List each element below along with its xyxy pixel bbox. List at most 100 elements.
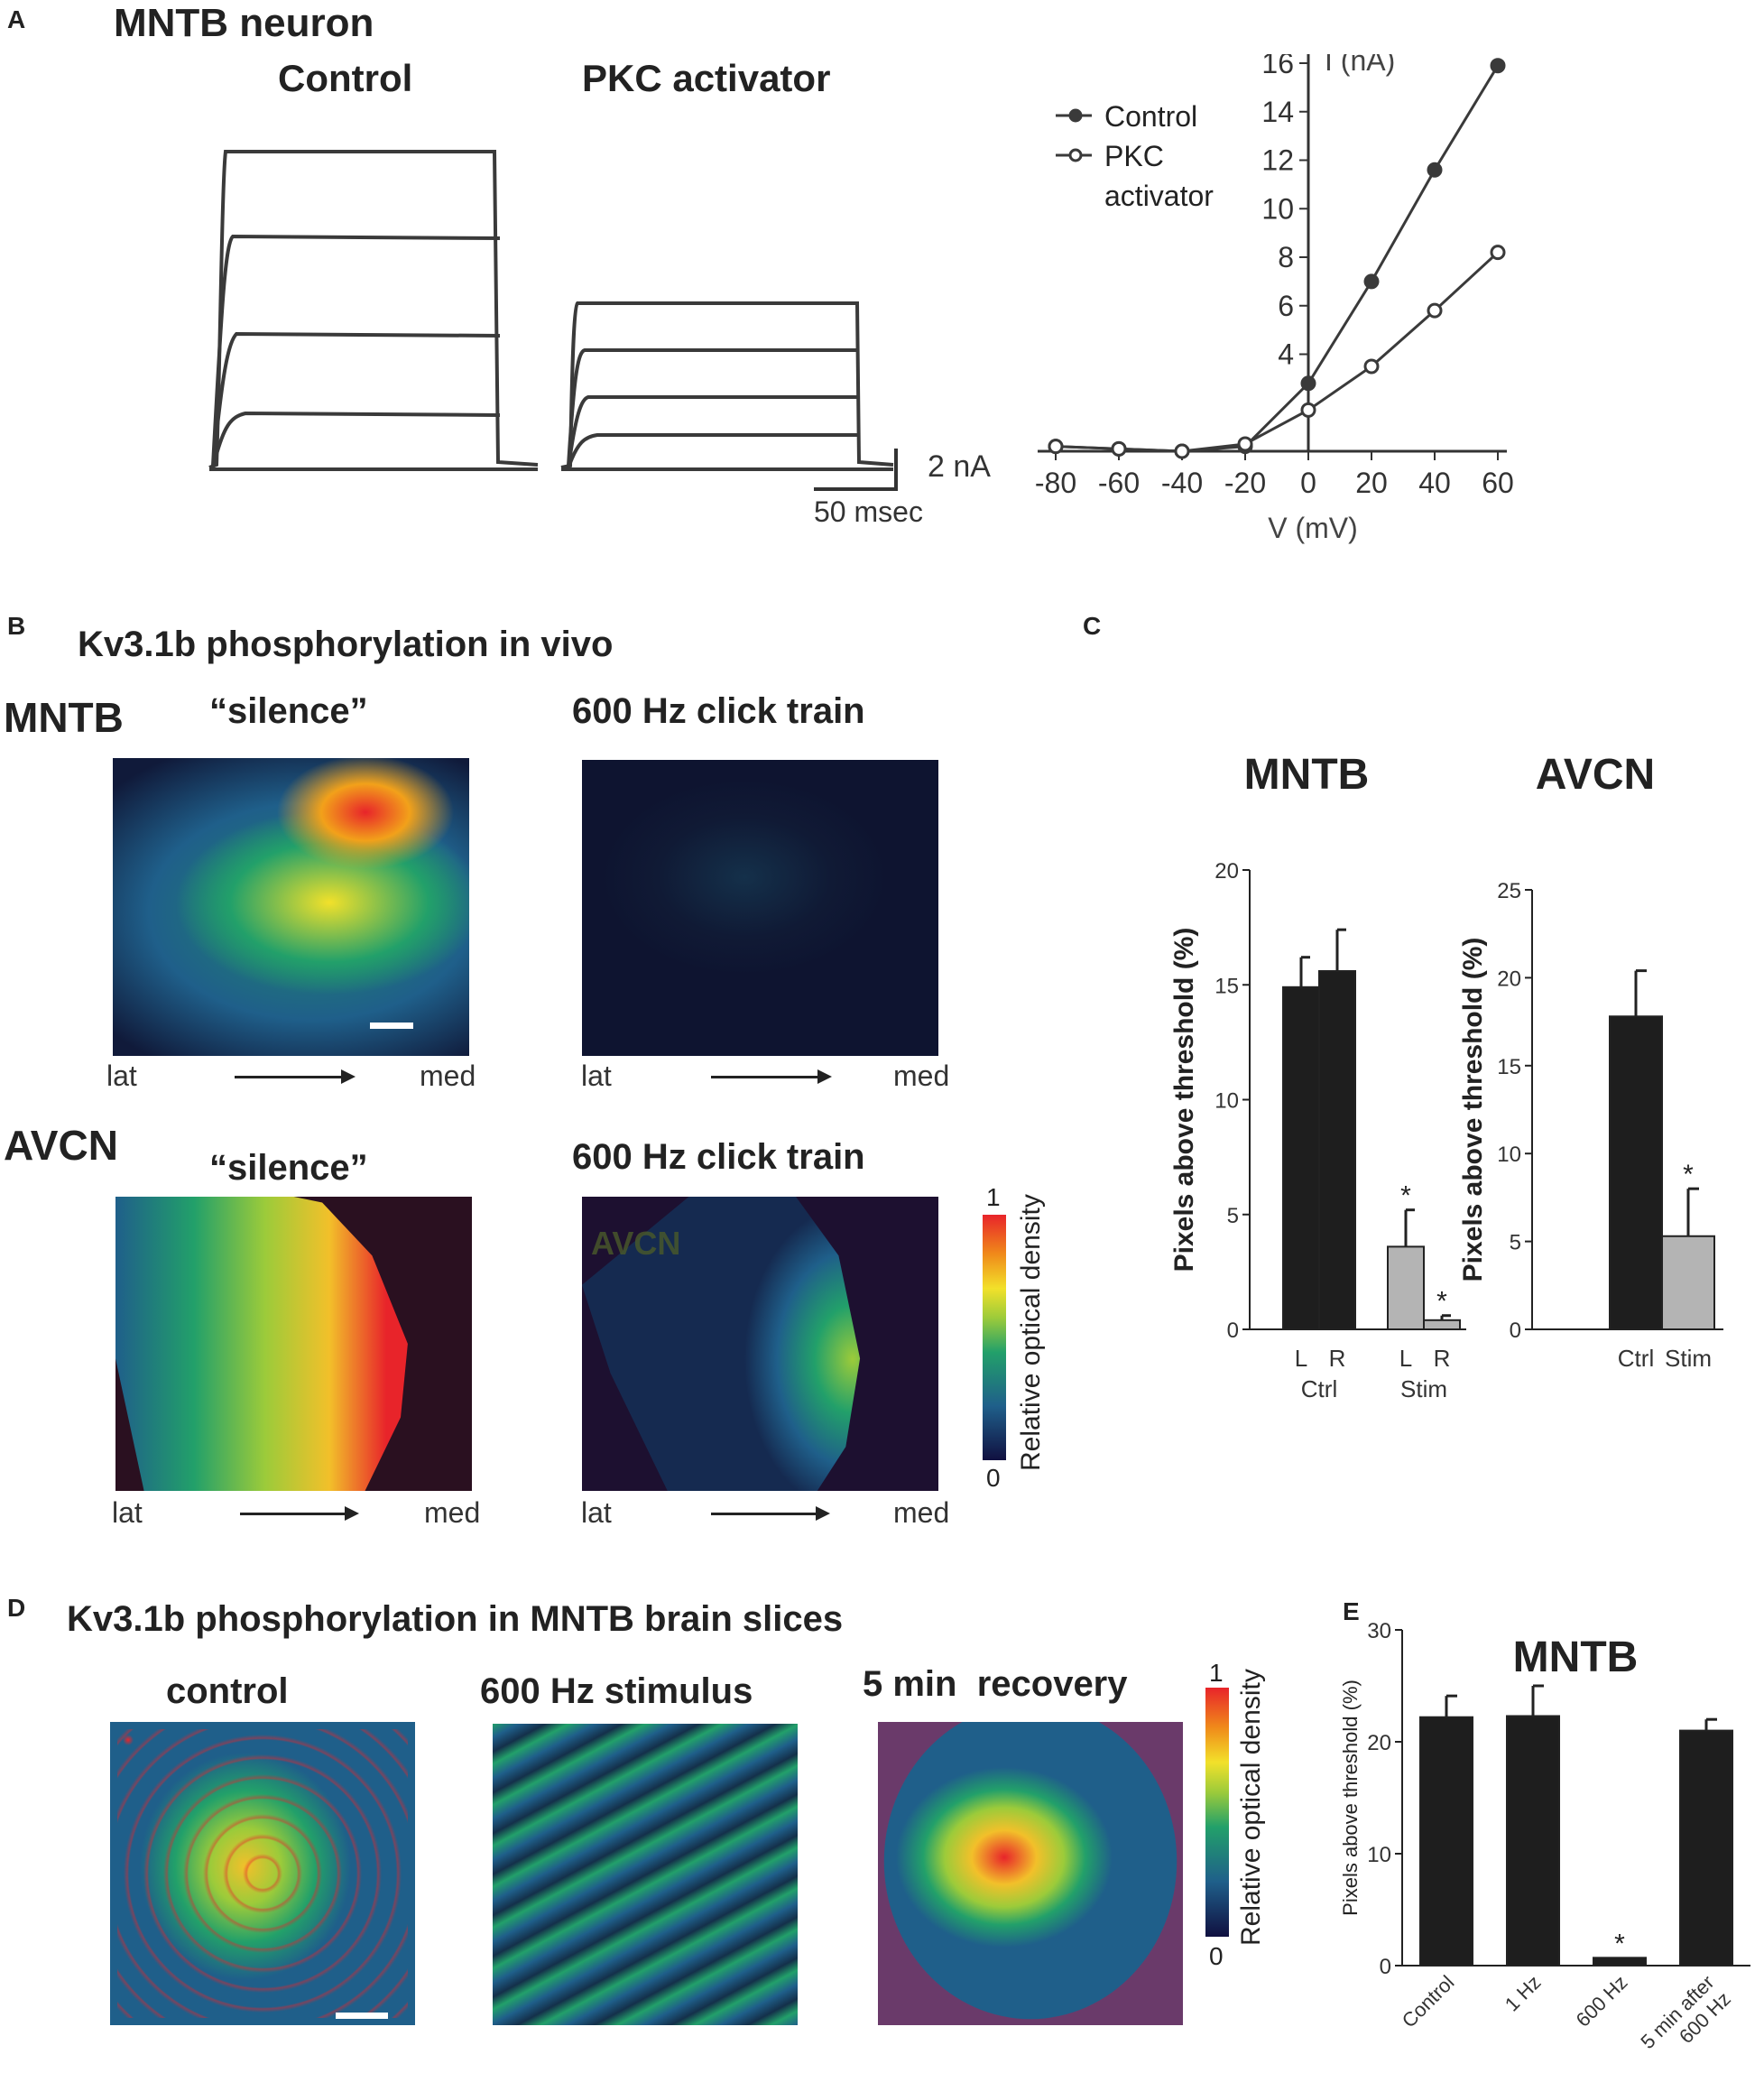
panel-letter-c: C	[1083, 612, 1102, 640]
iv-curve-chart: -80 -60 -40 -20 0 20 40 60 4 6 8 10 12 14 16 I (nA) V (m…	[1035, 54, 1514, 544]
data-point	[1490, 58, 1506, 74]
y-axis-label: Pixels above threshold (%)	[1462, 938, 1488, 1282]
bar-label: L	[1399, 1345, 1412, 1372]
dir-med-1: med	[420, 1060, 476, 1092]
y-tick-label: 5	[1510, 1231, 1521, 1255]
avcn-condition-click: 600 Hz click train	[572, 1137, 865, 1177]
y-tick-label: 16	[1261, 54, 1294, 79]
x-tick-label: Control	[1398, 1971, 1459, 2032]
panel-letter-d: D	[7, 1594, 26, 1622]
mntb-condition-click: 600 Hz click train	[572, 691, 865, 731]
dir-med-3: med	[424, 1496, 481, 1529]
micrograph-slice-stimulus	[493, 1724, 798, 2025]
data-point	[1111, 440, 1127, 457]
e-bar-chart: 0 10 20 30 Pixels above threshold (%) MNTB * Co…	[1339, 1619, 1750, 2070]
colorbar-min-b: 0	[986, 1464, 1001, 1492]
data-point	[1174, 443, 1190, 459]
colorbar-d	[1205, 1688, 1229, 1937]
mntb-condition-silence: “silence”	[209, 691, 368, 731]
colorbar-label-b: Relative optical density	[1016, 1194, 1046, 1471]
scale-bar-current: 2 nA	[928, 449, 991, 484]
data-point	[1427, 302, 1443, 319]
pkc-traces	[560, 301, 894, 471]
direction-arrow	[235, 1069, 356, 1084]
y-tick-label: 20	[1367, 1731, 1391, 1755]
data-point	[1490, 245, 1506, 261]
scale-bar-line	[336, 2013, 388, 2019]
trace-label-pkc: PKC activator	[582, 57, 831, 99]
d-condition-recovery: 5 min recovery	[863, 1664, 1128, 1704]
bar	[1679, 1729, 1733, 1967]
legend-marker	[1068, 108, 1083, 123]
group-label-stim: Stim	[1400, 1375, 1447, 1402]
colorbar-label-d: Relative optical density	[1236, 1669, 1266, 1946]
x-tick-label: 0	[1300, 467, 1316, 499]
dir-lat-3: lat	[112, 1496, 143, 1529]
y-axis-label: Pixels above threshold (%)	[1169, 928, 1199, 1272]
dir-lat-4: lat	[581, 1496, 612, 1529]
bar	[1661, 1235, 1715, 1330]
bar	[1423, 1319, 1461, 1331]
data-point	[1427, 162, 1443, 178]
data-point	[1048, 439, 1064, 455]
bar-label: L	[1295, 1345, 1307, 1372]
data-point	[1300, 402, 1316, 418]
x-tick-label: -80	[1035, 467, 1076, 499]
x-tick-label: 20	[1355, 467, 1388, 499]
bar-label: Ctrl	[1618, 1345, 1654, 1372]
bar	[1593, 1957, 1647, 1967]
scale-bar	[814, 449, 898, 491]
chart-title: MNTB	[1244, 751, 1370, 799]
y-tick-label: 30	[1367, 1619, 1391, 1643]
y-tick-label: 0	[1380, 1955, 1391, 1979]
x-tick-label: 60	[1482, 467, 1514, 499]
y-tick-label: 0	[1227, 1319, 1239, 1343]
y-tick-label: 20	[1497, 967, 1521, 991]
colorbar-min-d: 0	[1209, 1942, 1224, 1970]
panel-letter-a: A	[7, 5, 26, 33]
micrograph-avcn-silence	[115, 1197, 472, 1491]
significance-marker: *	[1400, 1181, 1411, 1211]
micrograph-avcn-click: AVCN	[582, 1197, 938, 1491]
current-traces	[208, 150, 898, 491]
avcn-bar-chart: 0 5 10 15 20 25 Pixels above threshold (%) AVCN…	[1462, 751, 1723, 1372]
scale-bar-line	[370, 1023, 413, 1029]
chart-title: AVCN	[1536, 751, 1655, 799]
x-tick-label: 5 min after600 Hz	[1636, 1971, 1735, 2070]
dir-lat-2: lat	[581, 1060, 612, 1092]
bar	[1609, 1015, 1663, 1330]
series-line-pkc	[1055, 251, 1500, 453]
y-tick-label: 25	[1497, 879, 1521, 903]
chart-title: MNTB	[1513, 1633, 1639, 1681]
bar	[1282, 986, 1320, 1330]
control-traces	[208, 150, 539, 471]
panel-a-title: MNTB neuron	[114, 1, 374, 45]
significance-marker: *	[1614, 1929, 1625, 1958]
bar-label: R	[1329, 1345, 1346, 1372]
bar	[1387, 1245, 1425, 1331]
direction-arrow	[711, 1069, 832, 1084]
data-point	[1237, 436, 1253, 452]
x-axis-label: V (mV)	[1268, 512, 1358, 544]
x-tick-label: 40	[1418, 467, 1451, 499]
group-label-ctrl: Ctrl	[1301, 1375, 1337, 1402]
significance-marker: *	[1436, 1287, 1447, 1317]
legend-label-pkc-2: activator	[1104, 180, 1214, 212]
y-tick-label: 15	[1497, 1055, 1521, 1079]
data-point	[1300, 375, 1316, 392]
y-tick-label: 10	[1214, 1089, 1239, 1114]
y-tick-label: 10	[1367, 1843, 1391, 1867]
image-watermark: AVCN	[591, 1225, 681, 1262]
direction-arrow	[240, 1506, 359, 1521]
d-condition-control: control	[166, 1671, 289, 1711]
y-axis-label: I (nA)	[1325, 54, 1395, 77]
dir-med-2: med	[893, 1060, 950, 1092]
avcn-condition-silence: “silence”	[209, 1148, 368, 1188]
legend-marker	[1068, 148, 1083, 162]
y-tick-label: 5	[1227, 1204, 1239, 1228]
panel-d-title: Kv3.1b phosphorylation in MNTB brain sli…	[67, 1599, 844, 1639]
data-point	[1363, 273, 1380, 290]
bar	[1318, 969, 1356, 1330]
panel-b-title: Kv3.1b phosphorylation in vivo	[78, 625, 614, 664]
panel-letter-b: B	[7, 612, 26, 640]
